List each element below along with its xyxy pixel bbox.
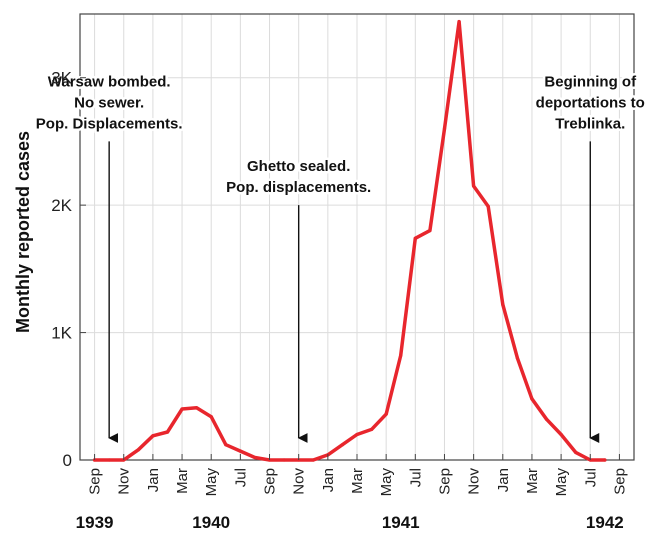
y-tick-label: 1K bbox=[51, 324, 72, 343]
data-point bbox=[224, 443, 228, 447]
year-label: 1941 bbox=[382, 513, 420, 532]
data-point bbox=[195, 406, 199, 410]
data-point bbox=[253, 455, 257, 460]
annotation-text: Beginning of bbox=[544, 73, 637, 90]
x-tick-label: May bbox=[378, 468, 395, 497]
y-tick-label: 2K bbox=[51, 196, 72, 215]
annotation-text: No sewer. bbox=[74, 94, 144, 111]
annotation-text: Ghetto sealed. bbox=[247, 158, 350, 175]
x-tick-label: Sep bbox=[436, 468, 453, 495]
x-axis: Sep Nov Jan Mar May Jul Sep Nov Jan Mar May Jul Sep N… bbox=[87, 454, 628, 497]
annotation-text: deportations to bbox=[536, 94, 645, 111]
annotation-text: Pop. Displacements. bbox=[36, 115, 183, 132]
annotation-text: Treblinka. bbox=[555, 115, 625, 132]
data-point bbox=[603, 458, 607, 462]
y-tick-label: 0 bbox=[63, 451, 72, 470]
data-point bbox=[486, 204, 490, 208]
x-tick-label: Nov bbox=[116, 468, 133, 495]
x-tick-label: Nov bbox=[466, 468, 483, 495]
data-point bbox=[107, 458, 111, 462]
x-tick-label: May bbox=[203, 468, 220, 497]
data-point bbox=[311, 458, 315, 462]
x-tick-label: Sep bbox=[611, 468, 628, 495]
data-point bbox=[399, 353, 403, 358]
data-point bbox=[574, 450, 578, 454]
data-point bbox=[180, 407, 184, 411]
data-point bbox=[428, 229, 432, 233]
x-tick-label: Mar bbox=[174, 468, 191, 494]
data-point bbox=[472, 184, 476, 188]
annotation-text: Pop. displacements. bbox=[226, 179, 371, 196]
data-point bbox=[559, 432, 563, 437]
data-point bbox=[384, 412, 388, 416]
x-tick-label: Mar bbox=[349, 468, 366, 494]
annotations: Warsaw bombed. No sewer. Pop. Displacement… bbox=[33, 71, 647, 443]
data-point bbox=[282, 458, 286, 462]
data-point bbox=[136, 448, 140, 452]
year-label: 1939 bbox=[76, 513, 114, 532]
year-labels: 1939 1940 1941 1942 bbox=[76, 513, 624, 532]
x-tick-label: Sep bbox=[262, 468, 279, 495]
data-point bbox=[413, 236, 417, 240]
data-point bbox=[501, 302, 505, 307]
y-tick-label: 3K bbox=[51, 69, 72, 88]
x-tick-label: May bbox=[553, 468, 570, 497]
x-tick-label: Jan bbox=[320, 468, 337, 492]
data-point bbox=[355, 432, 359, 437]
data-point bbox=[151, 434, 155, 438]
x-tick-label: Jul bbox=[582, 468, 599, 487]
data-point bbox=[209, 415, 213, 419]
data-point bbox=[442, 127, 447, 131]
x-tick-label: Mar bbox=[524, 468, 541, 494]
x-tick-label: Nov bbox=[291, 468, 308, 495]
year-label: 1940 bbox=[192, 513, 230, 532]
annotation-text: Warsaw bombed. bbox=[48, 73, 171, 90]
data-point bbox=[165, 430, 170, 434]
y-axis-label: Monthly reported cases bbox=[13, 131, 33, 333]
data-point bbox=[370, 427, 374, 431]
x-tick-label: Jan bbox=[145, 468, 162, 492]
year-label: 1942 bbox=[586, 513, 624, 532]
x-tick-label: Jan bbox=[495, 468, 512, 492]
data-point bbox=[340, 443, 344, 447]
data-point bbox=[457, 20, 461, 24]
data-point bbox=[238, 449, 242, 453]
data-point bbox=[530, 397, 534, 401]
data-point bbox=[515, 356, 520, 360]
x-tick-label: Jul bbox=[232, 468, 249, 487]
x-tick-label: Sep bbox=[87, 468, 104, 495]
x-tick-label: Jul bbox=[407, 468, 424, 487]
series bbox=[92, 19, 607, 462]
series-line bbox=[92, 19, 607, 462]
data-point bbox=[544, 417, 549, 421]
y-axis: 0 1K 2K 3K bbox=[51, 69, 86, 470]
